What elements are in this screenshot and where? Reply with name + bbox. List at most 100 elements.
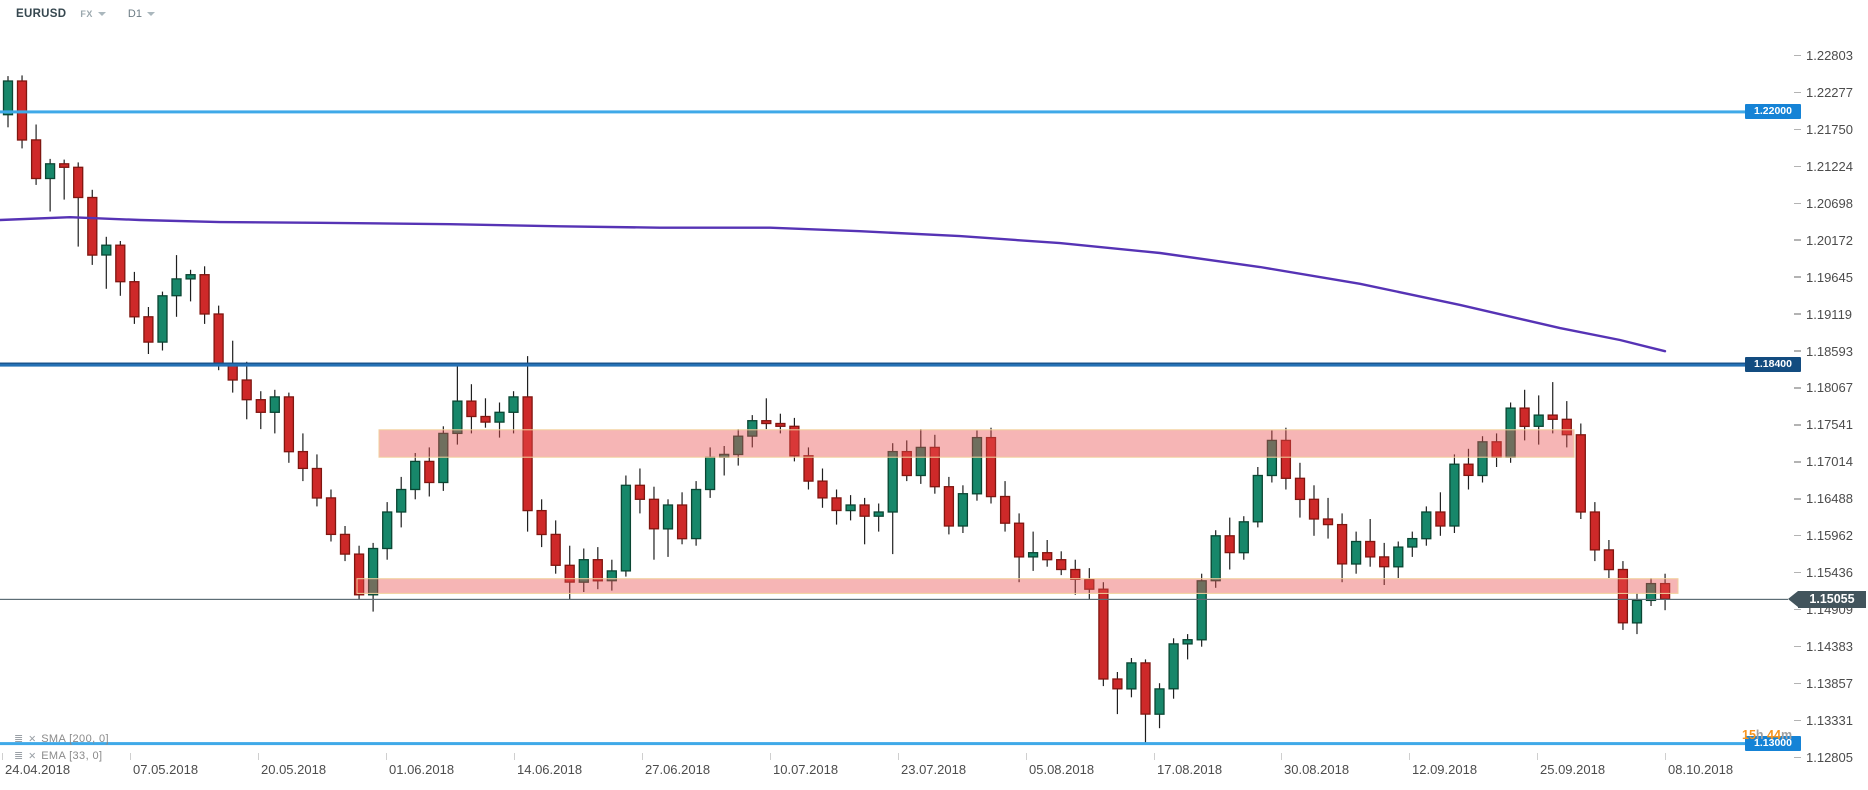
bull-candle	[1266, 439, 1278, 477]
bull-candle	[367, 547, 379, 596]
price-axis-label: 1.20172	[1806, 232, 1853, 248]
price-axis-label: 1.18593	[1806, 343, 1853, 359]
date-label: 07.05.2018	[133, 762, 199, 777]
bull-candle	[733, 435, 744, 456]
level-tag-1-13000[interactable]: 1.13000	[1745, 736, 1801, 752]
date-tick	[642, 753, 643, 760]
level-tag-1-18400[interactable]: 1.18400	[1745, 357, 1801, 373]
bull-candle	[382, 511, 393, 550]
bear-candle	[143, 316, 154, 343]
price-tick	[1794, 571, 1801, 574]
bull-candle	[1168, 643, 1179, 690]
bear-candle	[199, 274, 210, 315]
price-axis-label: 1.19119	[1806, 306, 1853, 322]
timeframe-selector[interactable]: D1	[118, 8, 155, 20]
date-tick	[770, 753, 771, 760]
demand-zone[interactable]	[356, 578, 1679, 594]
bear-candle	[1098, 588, 1109, 680]
date-label: 01.06.2018	[389, 762, 455, 777]
supply-zone[interactable]	[378, 429, 1575, 458]
level-line-1.13000[interactable]	[0, 742, 1753, 746]
bear-candle	[255, 399, 266, 413]
bull-candle	[1533, 414, 1544, 427]
price-axis-label: 1.17014	[1806, 454, 1853, 470]
price-tick	[1794, 719, 1801, 722]
bull-candle	[747, 420, 758, 437]
price-tick	[1794, 608, 1801, 611]
level-line-edge	[0, 362, 1748, 364]
bear-candle	[1435, 511, 1446, 527]
price-tick	[1794, 350, 1801, 352]
bear-candle	[1603, 549, 1615, 571]
bull-candle	[269, 396, 280, 413]
price-tick	[1794, 387, 1801, 389]
price-axis-label: 1.15962	[1806, 528, 1853, 544]
bear-candle	[1617, 568, 1629, 624]
bull-candle	[1252, 474, 1263, 523]
bear-candle	[30, 139, 42, 180]
bear-candle	[999, 495, 1011, 524]
bull-candle	[845, 504, 856, 512]
bear-candle	[297, 450, 309, 470]
bull-candle	[971, 436, 983, 495]
bear-candle	[564, 564, 575, 583]
bear-candle	[73, 166, 84, 199]
chevron-down-icon	[146, 12, 155, 16]
price-tick	[1794, 534, 1801, 537]
bear-candle	[1084, 578, 1095, 590]
date-tick	[1409, 753, 1410, 760]
bear-candle	[592, 559, 603, 582]
level-line-1.18400[interactable]	[0, 362, 1748, 367]
bear-candle	[1042, 552, 1053, 561]
bull-candle	[1645, 582, 1657, 602]
bear-candle	[1112, 678, 1123, 690]
bull-candle	[1421, 511, 1432, 540]
bull-candle	[662, 504, 674, 530]
indicator-settings-icon[interactable]: ≣	[14, 749, 24, 762]
bull-candle	[1027, 552, 1039, 558]
bull-candle	[957, 493, 969, 527]
bear-candle	[676, 504, 688, 540]
bull-candle	[1477, 441, 1488, 477]
indicator-settings-icon[interactable]: ≣	[14, 732, 24, 745]
bear-candle	[1575, 434, 1586, 513]
bull-candle	[185, 274, 196, 280]
date-tick	[1026, 753, 1027, 760]
price-tick	[1794, 645, 1801, 648]
bull-candle	[171, 278, 182, 297]
bull-candle	[1196, 580, 1207, 641]
bull-candle	[1407, 537, 1418, 548]
market-selector[interactable]: FX	[78, 9, 106, 19]
bull-candle	[410, 460, 421, 491]
bear-candle	[901, 450, 912, 477]
bear-candle	[480, 415, 491, 423]
price-tick	[1794, 424, 1801, 426]
chart-header: EURUSD FX D1	[16, 8, 155, 20]
price-axis-label: 1.17541	[1806, 417, 1853, 433]
bear-candle	[1013, 522, 1025, 558]
price-axis-label: 1.13857	[1806, 675, 1853, 691]
bear-candle	[789, 425, 800, 457]
indicator-close-icon[interactable]: ✕	[28, 733, 37, 745]
price-axis-label: 1.12805	[1806, 749, 1853, 765]
indicator-close-icon[interactable]: ✕	[28, 750, 37, 762]
symbol-label: EURUSD	[16, 8, 67, 20]
bull-candle	[508, 396, 519, 413]
bear-candle	[1224, 535, 1235, 554]
bear-candle	[466, 400, 477, 418]
bull-candle	[1393, 546, 1404, 568]
bull-candle	[1182, 639, 1193, 645]
price-tick	[1794, 461, 1801, 463]
bear-candle	[803, 455, 814, 482]
bear-candle	[59, 163, 70, 168]
bear-candle	[1140, 662, 1151, 715]
bull-candle	[44, 163, 56, 180]
level-line-1.22000[interactable]	[0, 110, 1748, 114]
level-tag-1-22000[interactable]: 1.22000	[1745, 104, 1801, 120]
date-tick	[386, 753, 387, 760]
bear-candle	[761, 420, 772, 425]
sma-200-line	[0, 215, 1667, 353]
bear-candle	[929, 446, 940, 488]
